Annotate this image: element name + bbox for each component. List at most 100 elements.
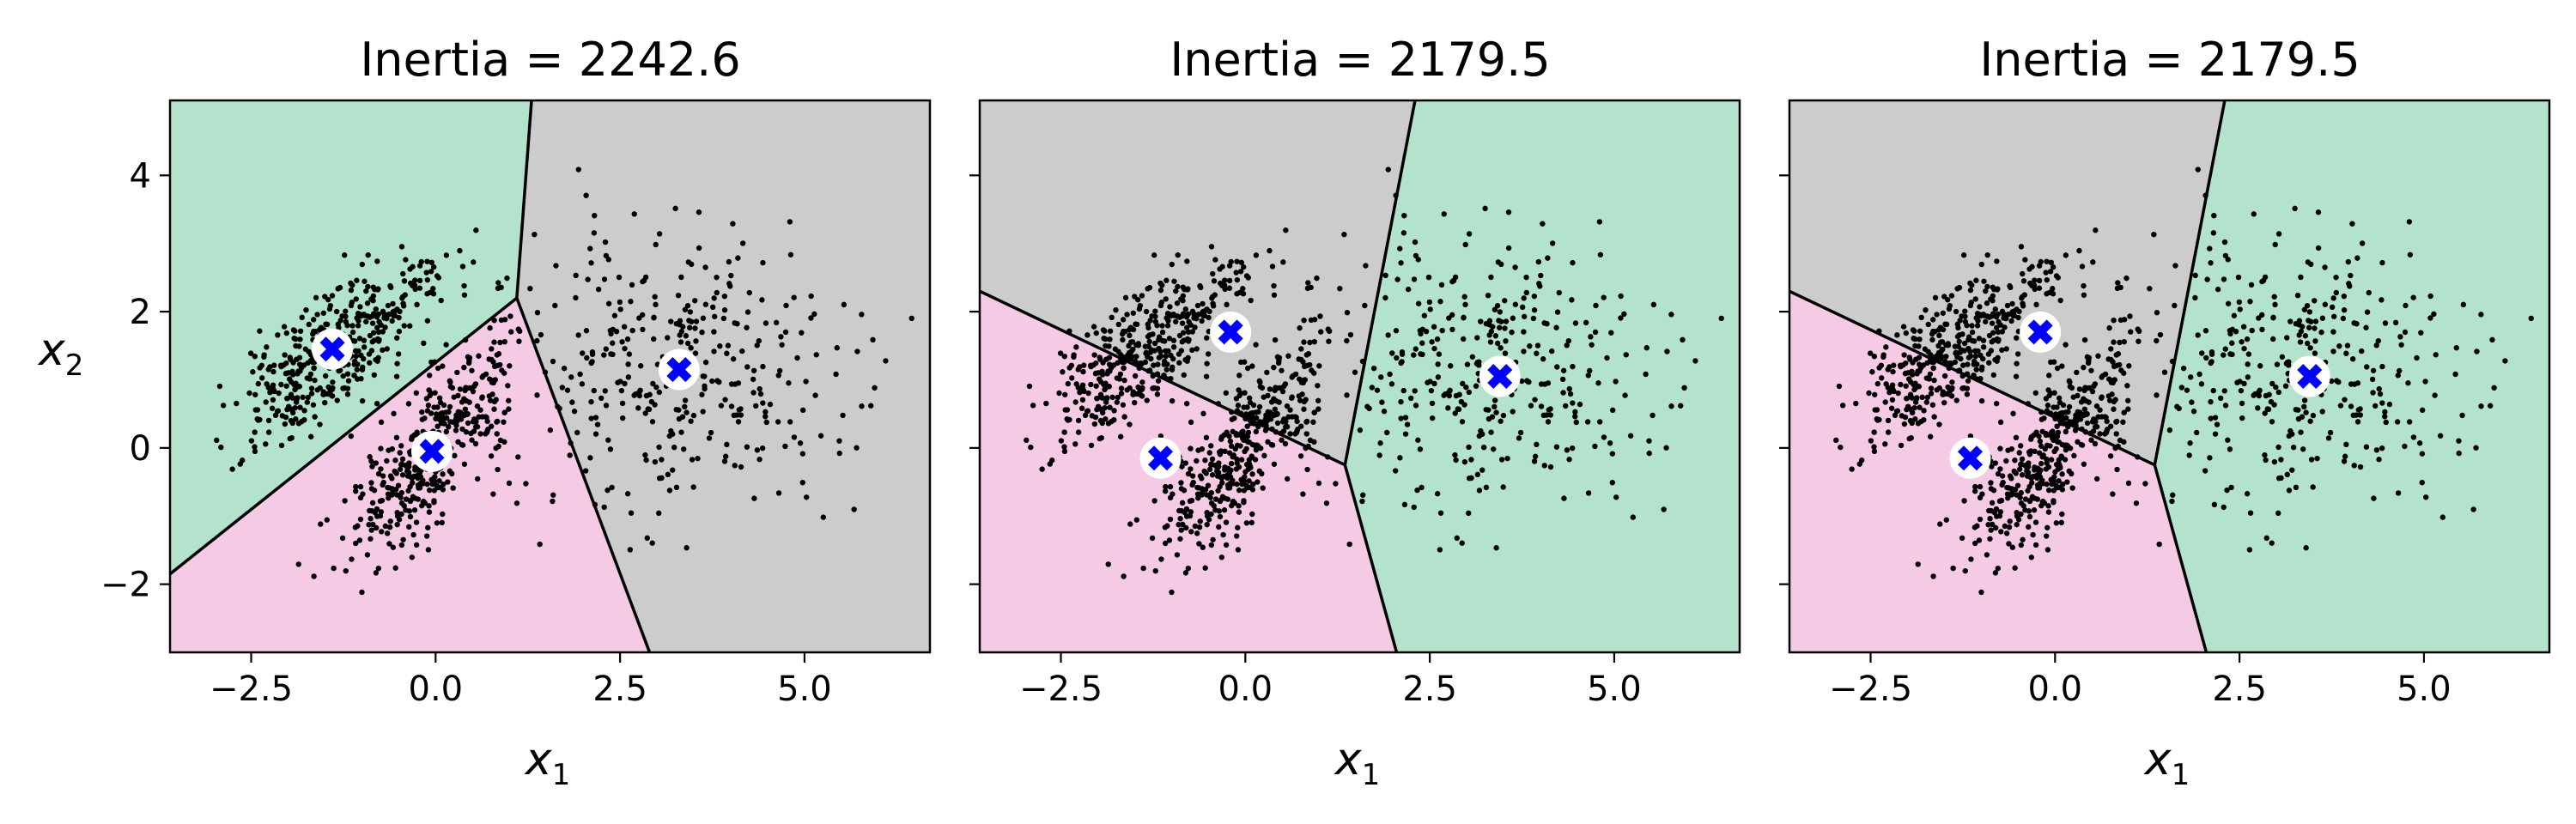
data-point bbox=[2241, 345, 2247, 352]
data-point bbox=[2292, 205, 2298, 212]
data-point bbox=[1289, 414, 1295, 420]
data-point bbox=[1105, 561, 1111, 567]
data-point bbox=[2346, 281, 2352, 287]
data-point bbox=[1107, 336, 1113, 342]
data-point bbox=[1989, 464, 1995, 470]
data-point bbox=[439, 413, 446, 420]
data-point bbox=[1455, 406, 1462, 413]
data-point bbox=[1149, 313, 1155, 319]
data-point bbox=[2228, 484, 2234, 491]
data-point bbox=[2315, 209, 2322, 215]
data-point bbox=[1147, 318, 1153, 324]
data-point bbox=[1476, 488, 1483, 494]
data-point bbox=[2187, 440, 2193, 446]
data-point bbox=[1109, 394, 1115, 401]
data-point bbox=[2456, 450, 2462, 457]
data-point bbox=[2208, 398, 2214, 405]
data-point bbox=[1183, 324, 1190, 330]
data-point bbox=[1385, 167, 1391, 173]
data-point bbox=[1957, 318, 1963, 324]
data-point bbox=[1102, 386, 1108, 393]
data-point bbox=[1269, 442, 1276, 448]
data-point bbox=[580, 350, 586, 356]
x-ticks: −2.5 0.0 2.5 5.0 bbox=[1019, 652, 1642, 709]
data-point bbox=[1164, 523, 1170, 529]
data-point bbox=[1990, 521, 1996, 528]
data-point bbox=[2231, 312, 2238, 318]
data-point bbox=[314, 387, 320, 393]
data-point bbox=[2422, 379, 2428, 385]
data-point bbox=[1167, 304, 1173, 310]
data-point bbox=[2227, 446, 2233, 452]
data-point bbox=[2110, 359, 2116, 365]
data-point bbox=[1977, 516, 1984, 523]
data-point bbox=[1133, 517, 1139, 523]
data-point bbox=[2406, 419, 2413, 425]
data-point bbox=[611, 312, 618, 318]
data-point bbox=[1188, 509, 1194, 515]
data-point bbox=[2044, 403, 2051, 409]
data-point bbox=[777, 367, 783, 374]
data-point bbox=[1279, 437, 1285, 443]
data-point bbox=[254, 407, 261, 413]
data-point bbox=[1111, 408, 1117, 414]
data-point bbox=[1596, 419, 1603, 425]
data-point bbox=[2263, 535, 2269, 542]
data-point bbox=[2293, 406, 2299, 413]
data-point bbox=[2418, 330, 2424, 336]
data-point bbox=[1978, 397, 1985, 404]
data-point bbox=[1964, 385, 1971, 391]
data-point bbox=[2330, 348, 2336, 354]
data-point bbox=[2341, 293, 2348, 300]
data-point bbox=[677, 318, 683, 324]
data-point bbox=[1503, 318, 1510, 324]
data-point bbox=[678, 274, 684, 281]
data-point bbox=[683, 409, 690, 415]
data-point bbox=[1430, 415, 1436, 421]
data-point bbox=[335, 286, 341, 292]
data-point bbox=[1509, 329, 1515, 336]
data-point bbox=[1300, 359, 1306, 365]
data-point bbox=[270, 397, 276, 403]
data-point bbox=[1274, 354, 1281, 360]
data-point bbox=[308, 391, 315, 397]
data-point bbox=[1889, 382, 1896, 388]
data-point bbox=[1912, 415, 1918, 422]
data-point bbox=[1871, 444, 1877, 450]
data-point bbox=[2078, 399, 2085, 405]
data-point bbox=[725, 342, 732, 348]
data-point bbox=[1856, 461, 1862, 467]
data-point bbox=[1608, 330, 1614, 336]
data-point bbox=[1989, 313, 1995, 319]
data-point bbox=[411, 507, 418, 513]
data-point bbox=[303, 306, 309, 313]
data-point bbox=[1595, 380, 1601, 386]
data-point bbox=[1895, 390, 1901, 397]
data-point bbox=[652, 458, 659, 465]
data-point bbox=[2011, 308, 2017, 314]
data-point bbox=[1968, 556, 1974, 562]
data-point bbox=[1103, 380, 1109, 386]
data-point bbox=[622, 380, 628, 387]
data-point bbox=[2110, 491, 2116, 497]
data-point bbox=[1028, 444, 1034, 451]
axes-frame bbox=[978, 99, 1741, 654]
data-point bbox=[1995, 470, 2002, 477]
data-point bbox=[2394, 419, 2401, 425]
data-point bbox=[1103, 356, 1109, 362]
data-point bbox=[1106, 343, 1112, 349]
data-point bbox=[2013, 434, 2020, 441]
data-point bbox=[1384, 429, 1390, 436]
data-point bbox=[1889, 397, 1896, 403]
data-point bbox=[1522, 313, 1528, 319]
data-point bbox=[390, 300, 396, 307]
data-point bbox=[1182, 570, 1189, 576]
data-point bbox=[2026, 451, 2033, 457]
data-point bbox=[734, 320, 740, 327]
data-point bbox=[1234, 456, 1240, 463]
data-point bbox=[1189, 308, 1196, 315]
decision-region bbox=[2154, 100, 2549, 652]
data-point bbox=[2075, 439, 2081, 445]
data-point bbox=[1413, 346, 1419, 352]
data-point bbox=[1145, 343, 1152, 349]
